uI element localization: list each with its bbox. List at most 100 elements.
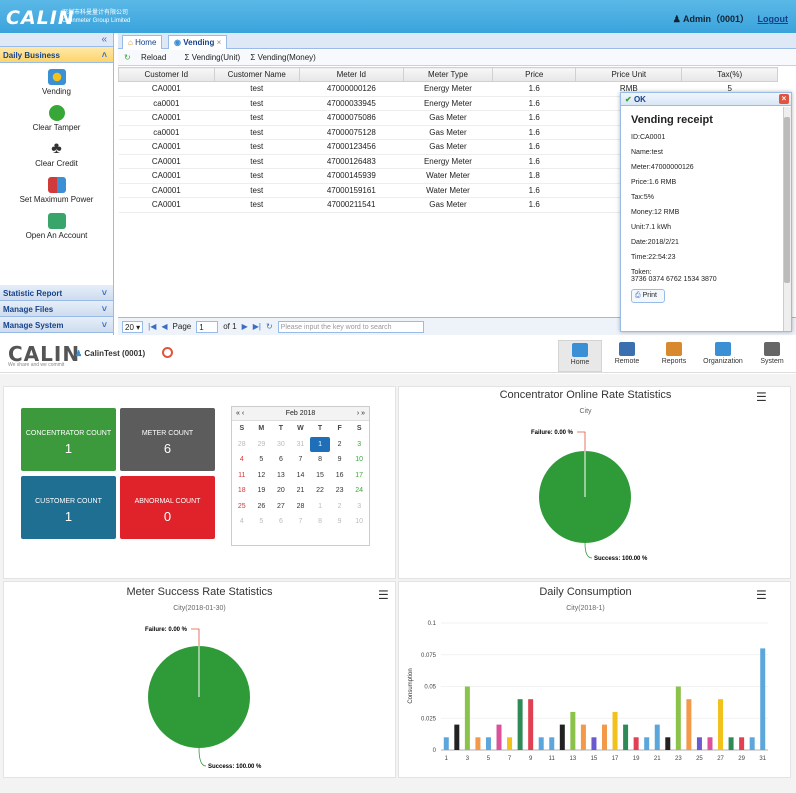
close-icon[interactable]: × (779, 94, 789, 104)
bar-day-11[interactable] (549, 737, 555, 750)
menu-item-clear-tamper[interactable]: Clear Tamper (0, 105, 113, 135)
bar-day-31[interactable] (760, 648, 766, 750)
print-button[interactable]: ⎙ Print (631, 289, 665, 303)
search-input[interactable]: Please input the key word to search (277, 320, 424, 333)
calendar-day[interactable]: 14 (296, 471, 305, 479)
menu-icon[interactable]: ☰ (756, 390, 767, 404)
accordion-manage-system[interactable]: Manage System ˅ (0, 317, 113, 333)
calendar-day[interactable]: 29 (257, 440, 266, 448)
calendar-day[interactable]: 23 (335, 487, 344, 495)
calendar-day[interactable]: 16 (335, 471, 344, 479)
calendar-day[interactable]: 30 (277, 440, 285, 448)
table-row[interactable]: CA0001 test 47000126483 Energy Meter 1.6 (118, 154, 778, 169)
bar-day-25[interactable] (696, 737, 702, 750)
calendar-day[interactable]: 9 (337, 518, 342, 526)
next-page-icon[interactable]: ▶ (241, 322, 248, 331)
receipt-scroll-thumb[interactable] (784, 117, 790, 283)
calendar-day[interactable]: 5 (259, 518, 264, 526)
bar-day-2[interactable] (454, 724, 460, 750)
bar-day-23[interactable] (675, 686, 681, 751)
stat-tile-abnormal-count[interactable]: ABNORMAL COUNT 0 (120, 476, 215, 539)
bar-day-6[interactable] (496, 724, 502, 750)
nav-reports[interactable]: Reports (652, 340, 696, 372)
bar-day-14[interactable] (580, 724, 586, 750)
bar-day-7[interactable] (507, 737, 513, 750)
calendar-day[interactable]: 12 (257, 471, 266, 479)
calendar-day[interactable]: 2 (337, 502, 342, 510)
calendar-day[interactable]: 28 (296, 502, 305, 510)
stat-tile-meter-count[interactable]: METER COUNT 6 (120, 408, 215, 471)
bar-day-29[interactable] (739, 737, 745, 750)
calendar-day[interactable]: 18 (237, 487, 246, 495)
calendar-day[interactable]: 17 (355, 471, 364, 479)
calendar-day[interactable]: 6 (278, 518, 283, 526)
bar-day-28[interactable] (728, 737, 734, 750)
bar-day-4[interactable] (475, 737, 481, 750)
page-size-select[interactable]: 20 ▾ (122, 320, 144, 333)
bar-day-21[interactable] (654, 724, 660, 750)
nav-home[interactable]: Home (558, 340, 602, 372)
menu-item-open-an-account[interactable]: Open An Account (0, 213, 113, 243)
calendar-day[interactable]: 3 (357, 440, 362, 448)
bar-day-24[interactable] (686, 699, 692, 750)
stat-tile-concentrator-count[interactable]: CONCENTRATOR COUNT 1 (21, 408, 116, 471)
bar-day-13[interactable] (570, 711, 576, 750)
calendar-day[interactable]: 10 (355, 456, 364, 464)
table-row[interactable]: CA0001 test 47000123456 Gas Meter 1.6 (118, 139, 778, 155)
refresh-icon[interactable]: ↻ (265, 322, 273, 331)
calendar-day[interactable]: 19 (257, 487, 266, 495)
calendar-day[interactable]: 3 (357, 502, 362, 510)
calendar-day[interactable]: 15 (316, 471, 324, 479)
bar-day-18[interactable] (623, 724, 629, 750)
menu-icon[interactable]: ☰ (756, 588, 767, 602)
calendar-day[interactable]: 9 (337, 456, 342, 464)
calendar-day[interactable]: 26 (257, 502, 266, 510)
calendar-day[interactable]: 5 (259, 456, 264, 464)
calendar-day[interactable]: 8 (318, 518, 322, 526)
nav-system[interactable]: System (750, 340, 794, 372)
calendar-day[interactable]: 21 (296, 487, 305, 495)
calendar-day[interactable]: 28 (237, 440, 246, 448)
calendar-day[interactable]: 2 (337, 440, 342, 448)
calendar-day[interactable]: 7 (298, 456, 303, 464)
calendar-day[interactable]: 13 (277, 471, 285, 479)
calendar-day[interactable]: 25 (237, 502, 246, 510)
bar-day-19[interactable] (633, 737, 639, 750)
bar-day-3[interactable] (464, 686, 470, 751)
close-icon[interactable]: × (216, 38, 222, 47)
column-header[interactable]: Customer Id (118, 67, 215, 82)
accordion-statistic-report[interactable]: Statistic Report ˅ (0, 285, 113, 301)
bar-day-27[interactable] (718, 699, 724, 750)
page-input[interactable]: 1 (196, 320, 219, 333)
prev-month-icon[interactable]: « ‹ (236, 410, 245, 417)
column-header[interactable]: Price (492, 67, 577, 82)
column-header[interactable]: Customer Name (213, 67, 300, 82)
calendar-day[interactable]: 8 (318, 456, 322, 464)
stat-tile-customer-count[interactable]: CUSTOMER COUNT 1 (21, 476, 116, 539)
bar-day-8[interactable] (517, 699, 523, 750)
calendar-day[interactable]: 22 (316, 487, 324, 495)
calendar-day[interactable]: 20 (277, 487, 285, 495)
calendar-day[interactable]: 7 (298, 518, 303, 526)
bar-day-15[interactable] (591, 737, 597, 750)
calendar-day[interactable]: 1 (310, 436, 330, 452)
calendar-day[interactable]: 11 (238, 471, 246, 479)
first-page-icon[interactable]: |◀ (148, 322, 157, 331)
tab-vending[interactable]: ◉ Vending × (168, 35, 228, 49)
bar-day-26[interactable] (707, 737, 713, 750)
bar-day-17[interactable] (612, 711, 618, 750)
accordion-daily-business[interactable]: Daily Business ˄ (0, 47, 113, 63)
calendar-day[interactable]: 10 (355, 518, 364, 526)
menu-item-clear-credit[interactable]: ♣ Clear Credit (0, 141, 113, 171)
vending-unit-button[interactable]: Σ Vending(Unit) (184, 53, 241, 62)
bar-day-22[interactable] (665, 737, 671, 750)
power-icon[interactable] (162, 347, 173, 358)
collapse-left-icon[interactable]: « (101, 34, 107, 45)
bar-day-20[interactable] (644, 737, 650, 750)
prev-page-icon[interactable]: ◀ (161, 322, 168, 331)
bar-day-16[interactable] (602, 724, 607, 750)
nav-remote[interactable]: Remote (605, 340, 649, 372)
bar-day-9[interactable] (528, 699, 534, 750)
calendar-day[interactable]: 4 (239, 518, 244, 526)
accordion-manage-files[interactable]: Manage Files ˅ (0, 301, 113, 317)
